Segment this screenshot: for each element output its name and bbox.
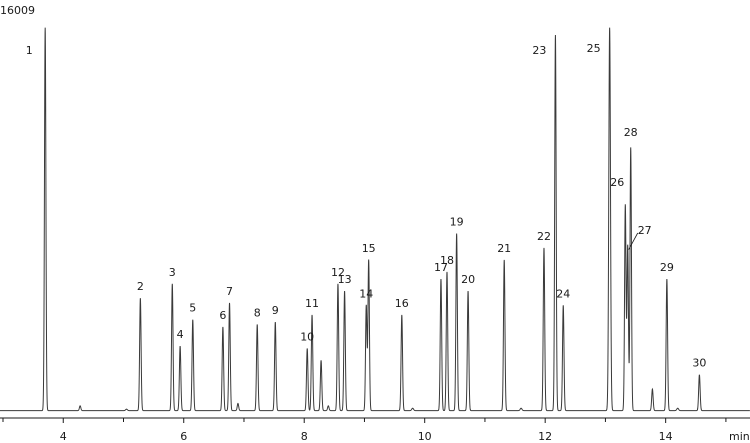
peak-label-26: 26 xyxy=(610,176,624,189)
x-tick-label: 4 xyxy=(60,430,67,443)
y-max-label: 16009 xyxy=(0,4,35,17)
peak-label-11: 11 xyxy=(305,297,319,310)
peak-label-18: 18 xyxy=(440,254,454,267)
x-ticks: 4 6 8 10 12 14 xyxy=(2,418,727,443)
peak-label-14: 14 xyxy=(359,287,373,300)
peak-label-2: 2 xyxy=(137,280,144,293)
peak-label-29: 29 xyxy=(660,261,674,274)
x-axis-label: min xyxy=(729,430,750,443)
peak-label-1: 1 xyxy=(26,44,33,57)
peak-label-9: 9 xyxy=(272,304,279,317)
x-tick-label: 8 xyxy=(301,430,308,443)
peak-label-13: 13 xyxy=(338,273,352,286)
peak-label-7: 7 xyxy=(226,285,233,298)
peak-label-12: 12 xyxy=(331,266,345,279)
peak-label-10: 10 xyxy=(300,330,314,343)
peak-label-24: 24 xyxy=(556,287,570,300)
peak-label-27: 27 xyxy=(638,224,652,237)
peak-label-5: 5 xyxy=(189,302,196,315)
peak-label-17: 17 xyxy=(434,261,448,274)
peak-label-25: 25 xyxy=(587,42,601,55)
peak-label-4: 4 xyxy=(177,328,184,341)
peak-label-6: 6 xyxy=(219,309,226,322)
x-tick-label: 12 xyxy=(538,430,552,443)
peak-label-23: 23 xyxy=(532,44,546,57)
x-tick-label: 10 xyxy=(418,430,432,443)
peak-label-15: 15 xyxy=(362,242,376,255)
peak-27-leader xyxy=(628,232,639,250)
peak-label-3: 3 xyxy=(169,266,176,279)
peak-label-19: 19 xyxy=(450,216,464,229)
peak-label-16: 16 xyxy=(395,297,409,310)
peak-label-8: 8 xyxy=(254,307,261,320)
peak-label-22: 22 xyxy=(537,230,551,243)
trace-group xyxy=(0,27,750,412)
peak-label-30: 30 xyxy=(692,357,706,370)
x-tick-label: 6 xyxy=(180,430,187,443)
peak-label-20: 20 xyxy=(461,273,475,286)
peak-label-28: 28 xyxy=(624,126,638,139)
x-tick-label: 14 xyxy=(659,430,673,443)
chromatogram-trace xyxy=(0,27,750,412)
peak-label-21: 21 xyxy=(497,242,511,255)
